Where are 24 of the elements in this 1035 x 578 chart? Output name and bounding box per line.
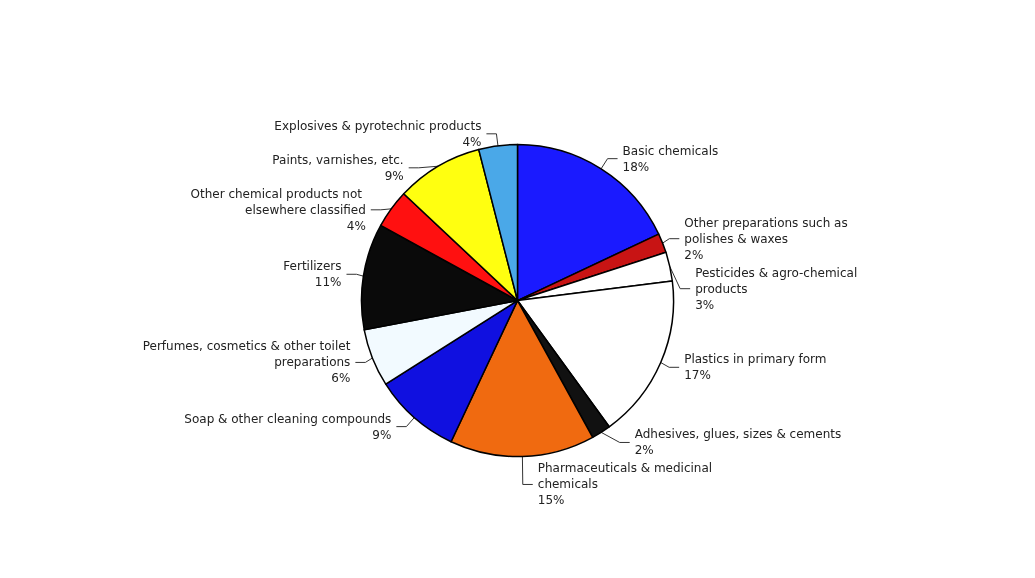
data-label: 18% [622, 159, 650, 174]
data-label: 3% [695, 297, 715, 312]
data-label: 2% [634, 443, 654, 458]
slice-label: Pharmaceuticals & medicinal chemicals [537, 461, 716, 492]
data-label: 9% [384, 168, 404, 183]
slice-label: Pesticides & agro-chemical products [695, 265, 862, 296]
slice-label: Adhesives, glues, sizes & cements [634, 427, 842, 442]
data-label: 4% [462, 134, 482, 149]
slice-label: Soap & other cleaning compounds [184, 411, 392, 426]
slice-label: Plastics in primary form [684, 352, 827, 367]
slice-label: Other chemical products not elsewhere classified [190, 186, 366, 217]
data-label: 11% [314, 275, 342, 290]
data-label: 17% [684, 368, 711, 383]
data-label: 2% [684, 247, 704, 262]
slice-label: Basic chemicals [622, 143, 719, 158]
data-label: 15% [537, 493, 565, 508]
data-label: 4% [346, 218, 366, 233]
slice-label: Other preparations such as polishes & waxes [684, 215, 852, 246]
slice-label: Fertilizers [283, 259, 342, 274]
slice-label: Explosives & pyrotechnic products [274, 118, 482, 133]
slice-label: Perfumes, cosmetics & other toilet preparations [142, 339, 351, 370]
data-label: 6% [331, 371, 351, 386]
slice-label: Paints, varnishes, etc. [272, 152, 404, 167]
data-label: 9% [372, 427, 392, 442]
